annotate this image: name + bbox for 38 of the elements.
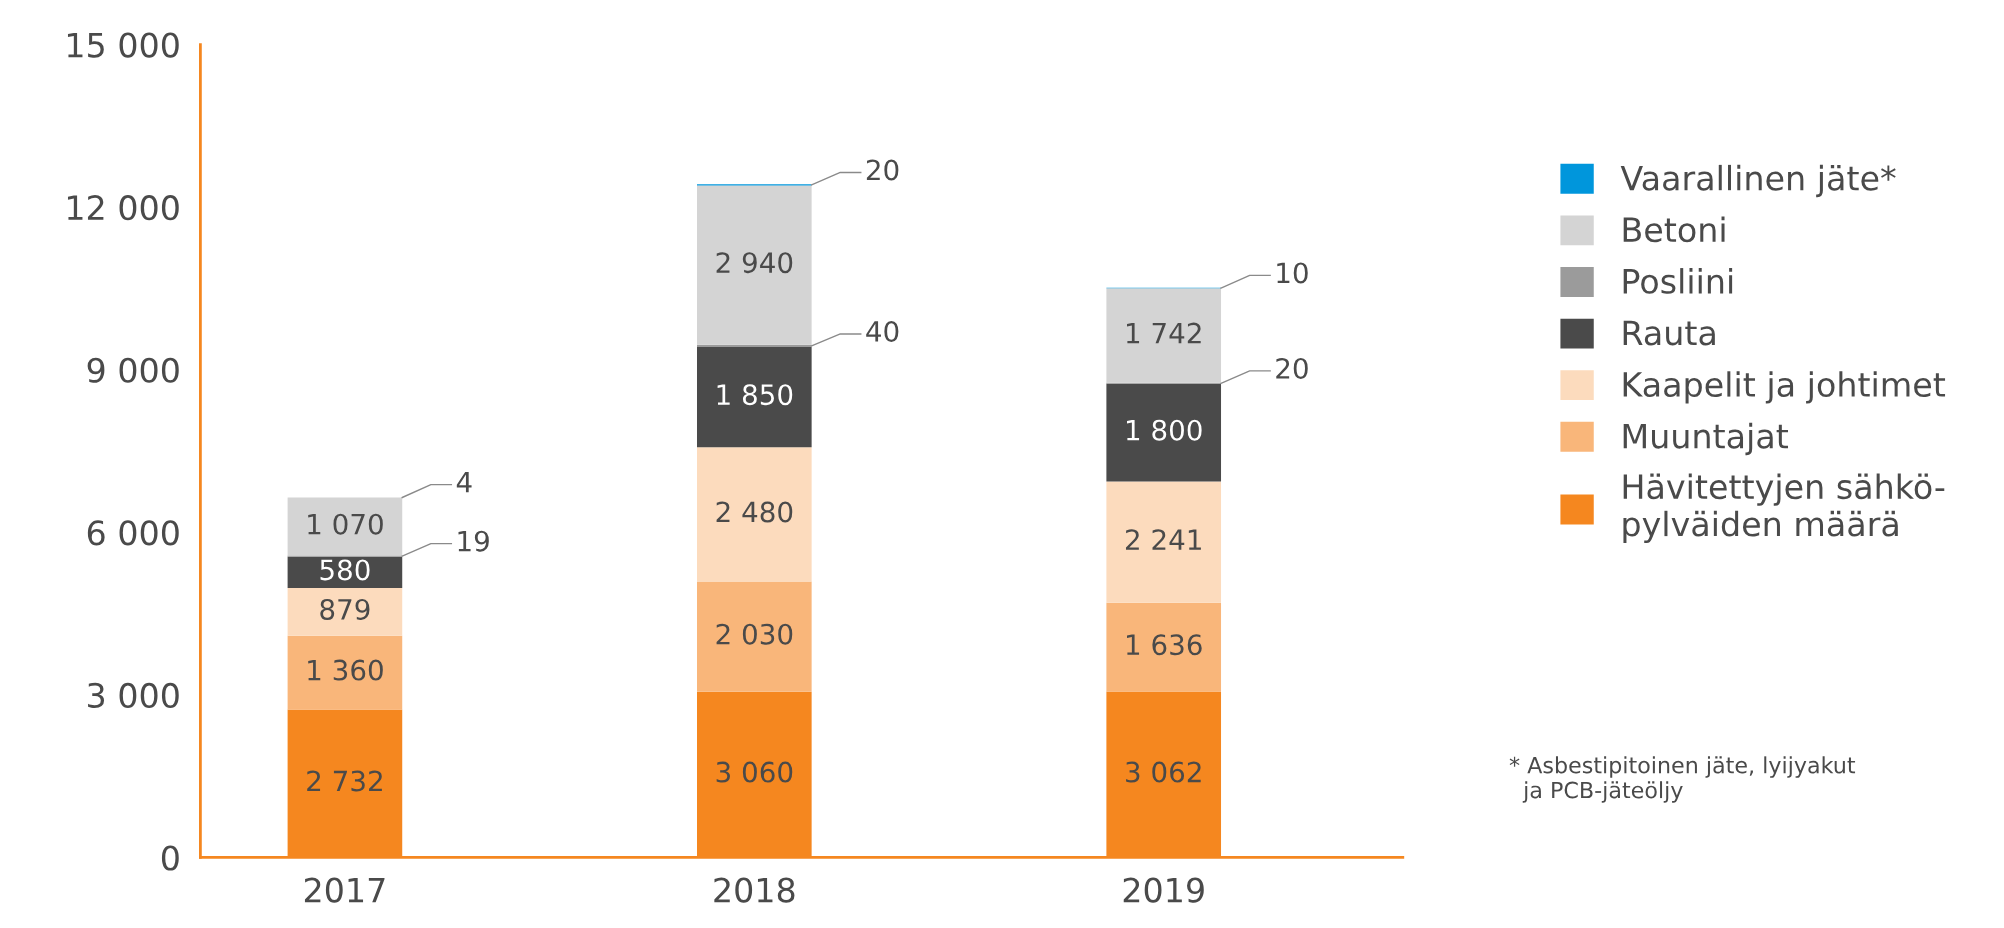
x-tick-label: 2018 bbox=[714, 877, 795, 903]
data-label: 4 bbox=[456, 472, 472, 493]
data-label: 2 732 bbox=[307, 770, 382, 792]
legend-label: Kaapelit ja johtimet bbox=[1623, 371, 1946, 404]
y-tick-label: 0 bbox=[161, 845, 179, 871]
data-label: 1 636 bbox=[1127, 634, 1202, 656]
data-label: 1 850 bbox=[717, 384, 793, 406]
data-label: 19 bbox=[458, 530, 489, 552]
data-label: 1 070 bbox=[308, 513, 383, 535]
data-label: 2 030 bbox=[716, 623, 793, 645]
x-tick-label: 2017 bbox=[304, 877, 385, 903]
legend-label: Vaarallinen jäte* bbox=[1620, 164, 1896, 198]
legend-label: Muuntajat bbox=[1623, 422, 1789, 456]
x-tick-label: 2019 bbox=[1123, 877, 1204, 903]
data-label: 580 bbox=[320, 559, 370, 581]
data-label: 2 241 bbox=[1125, 529, 1201, 550]
data-label: 2 940 bbox=[716, 252, 793, 274]
legend-label: Rauta bbox=[1623, 320, 1715, 346]
y-tick-label: 3 000 bbox=[88, 682, 179, 709]
y-tick-label: 9 000 bbox=[87, 357, 179, 383]
y-tick-label: 15 000 bbox=[67, 32, 179, 58]
legend-label: Hävitettyjen sähkö- pylväiden määrä bbox=[1623, 473, 1945, 544]
data-label: 40 bbox=[866, 320, 899, 343]
data-label: 10 bbox=[1277, 262, 1308, 284]
data-label: 3 060 bbox=[716, 761, 793, 783]
data-label: 2 480 bbox=[716, 501, 793, 523]
data-label: 1 800 bbox=[1127, 419, 1202, 441]
data-label: 1 360 bbox=[308, 659, 383, 681]
data-label: 3 062 bbox=[1126, 761, 1201, 783]
legend-label: Betoni bbox=[1623, 216, 1725, 243]
data-label: 20 bbox=[866, 159, 899, 181]
y-tick-label: 12 000 bbox=[67, 195, 179, 221]
y-tick-label: 6 000 bbox=[87, 520, 179, 546]
data-label: 879 bbox=[320, 598, 370, 620]
data-label: 20 bbox=[1276, 357, 1308, 379]
legend-label: Posliini bbox=[1623, 268, 1733, 294]
text: * Asbestipitoinen jäte, lyijyakut ja PCB-jäteöljy bbox=[1509, 756, 1856, 803]
data-label: 1 742 bbox=[1127, 322, 1201, 344]
